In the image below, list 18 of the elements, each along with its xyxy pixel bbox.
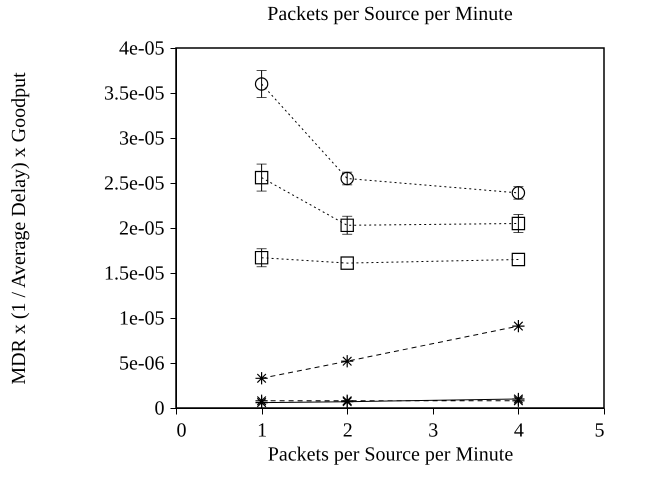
x-tick-label: 1 (257, 420, 268, 442)
x-tick-label: 4 (514, 420, 524, 442)
y-tick-label: 3.5e-05 (104, 82, 164, 104)
y-tick-label: 5e-06 (118, 352, 164, 374)
x-tick-label: 3 (428, 420, 438, 442)
y-tick-label: 1e-05 (118, 308, 164, 330)
x-tick-label: 0 (176, 420, 186, 442)
y-tick-label: 1.5e-05 (104, 262, 164, 284)
y-tick-label: 2.5e-05 (104, 172, 164, 194)
x-tick-label: 5 (594, 420, 604, 442)
y-tick-label: 0 (154, 398, 164, 420)
y-axis-title: MDR x (1 / Average Delay) x Goodput (8, 72, 30, 385)
chart-title: Packets per Source per Minute (267, 3, 513, 25)
x-tick-label: 2 (342, 420, 353, 442)
y-tick-label: 2e-05 (118, 218, 164, 240)
y-tick-label: 3e-05 (118, 128, 164, 150)
x-axis-title: Packets per Source per Minute (268, 444, 514, 466)
y-tick-label: 4e-05 (118, 38, 164, 60)
